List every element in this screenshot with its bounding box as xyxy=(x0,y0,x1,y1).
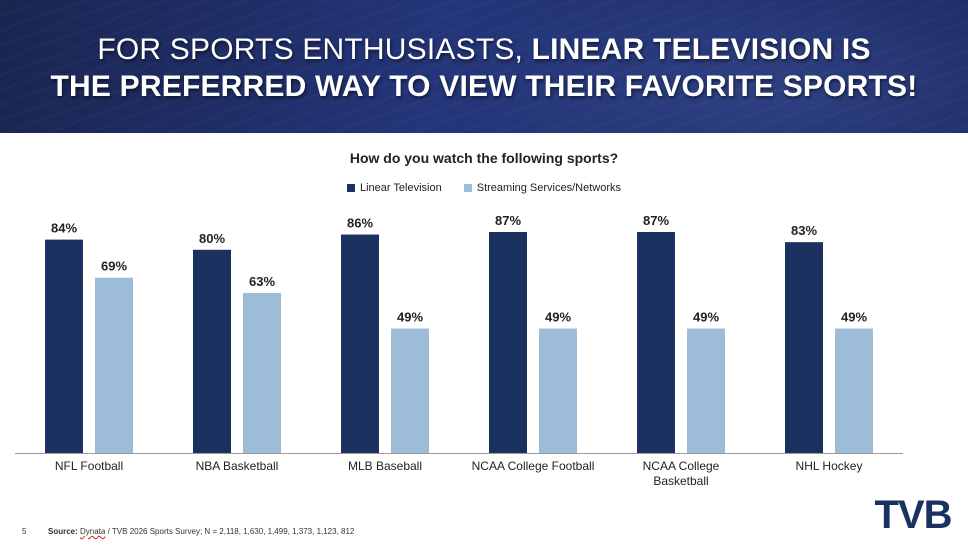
bar-streaming-0 xyxy=(95,277,133,453)
headline-bold-text-1: LINEAR TELEVISION IS xyxy=(531,33,871,66)
data-label-linear-5: 83% xyxy=(791,223,817,238)
bar-streaming-3 xyxy=(539,328,577,453)
data-label-streaming-1: 63% xyxy=(249,274,275,289)
bar-linear-5 xyxy=(785,242,823,453)
bar-linear-2 xyxy=(341,234,379,453)
bar-streaming-4 xyxy=(687,328,725,453)
legend-label-linear: Linear Television xyxy=(359,182,442,194)
legend-swatch-streaming xyxy=(463,184,472,192)
page-number: 5 xyxy=(22,527,27,536)
bar-streaming-1 xyxy=(243,292,281,453)
data-label-linear-0: 84% xyxy=(51,221,77,236)
title-banner xyxy=(0,0,968,133)
bar-linear-1 xyxy=(193,249,231,453)
data-label-streaming-5: 49% xyxy=(841,310,867,325)
data-label-linear-3: 87% xyxy=(495,213,521,228)
x-tick-label-1: NBA Basketball xyxy=(196,459,279,473)
x-tick-label-4-line-0: NCAA College xyxy=(643,459,720,473)
x-tick-label-5: NHL Hockey xyxy=(796,459,863,473)
data-label-linear-4: 87% xyxy=(643,213,669,228)
source-note: Source: Dynata / TVB 2026 Sports Survey;… xyxy=(48,527,354,536)
x-tick-label-3: NCAA College Football xyxy=(472,459,595,473)
data-label-streaming-2: 49% xyxy=(397,310,423,325)
bar-streaming-5 xyxy=(835,328,873,453)
bar-linear-0 xyxy=(45,239,83,453)
bar-linear-4 xyxy=(637,232,675,453)
headline: FOR SPORTS ENTHUSIASTS, LINEAR TELEVISIO… xyxy=(0,31,968,105)
legend-swatch-linear xyxy=(346,184,355,192)
data-label-linear-2: 86% xyxy=(347,216,373,231)
x-tick-label-2: MLB Baseball xyxy=(348,459,422,473)
legend-item-streaming: Streaming Services/Networks xyxy=(463,182,622,194)
chart-legend: Linear Television Streaming Services/Net… xyxy=(0,182,968,194)
source-text: / TVB 2026 Sports Survey; N = 2,118, 1,6… xyxy=(105,527,355,536)
headline-light-text: FOR SPORTS ENTHUSIASTS, xyxy=(97,33,532,66)
x-tick-label-4-line-1: Basketball xyxy=(653,474,708,488)
bar-linear-3 xyxy=(489,232,527,453)
source-company: Dynata xyxy=(80,527,106,536)
data-label-streaming-3: 49% xyxy=(545,310,571,325)
data-label-streaming-4: 49% xyxy=(693,310,719,325)
tvb-logo: TVB xyxy=(875,493,953,534)
source-label: Source: xyxy=(48,527,78,536)
data-label-streaming-0: 69% xyxy=(101,259,127,274)
chart-title: How do you watch the following sports? xyxy=(349,150,619,166)
data-label-linear-1: 80% xyxy=(199,231,225,246)
headline-bold-text-2: THE PREFERRED WAY TO VIEW THEIR FAVORITE… xyxy=(50,70,918,103)
legend-label-streaming: Streaming Services/Networks xyxy=(476,182,622,194)
legend-item-linear: Linear Television xyxy=(346,182,442,194)
x-tick-label-0: NFL Football xyxy=(55,459,123,473)
bar-streaming-2 xyxy=(391,328,429,453)
tvb-logo-text: TVB xyxy=(875,493,952,534)
